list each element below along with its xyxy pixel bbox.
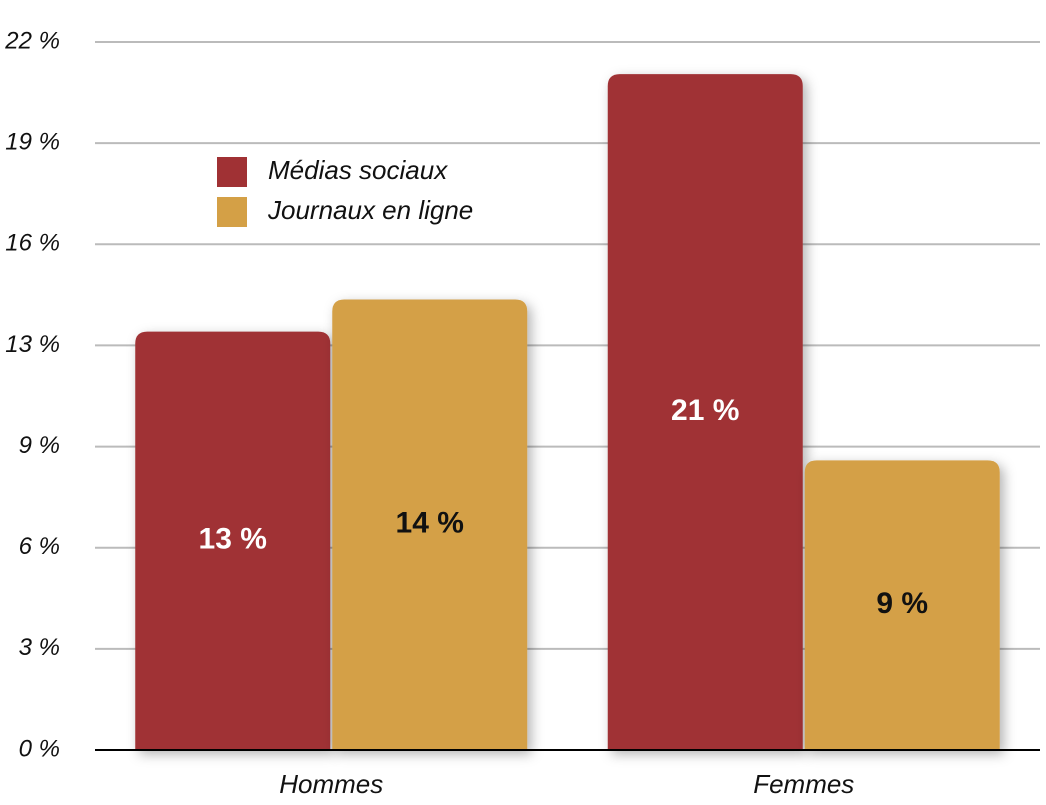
value-label: 13 % [199,523,267,556]
x-tick-label: Femmes [753,769,854,799]
y-tick-label: 13 % [5,331,60,358]
y-tick-label: 3 % [19,634,60,661]
bar [804,460,1000,750]
value-label: 21 % [671,394,739,427]
y-tick-label: 6 % [19,533,60,560]
legend-swatch [217,197,247,227]
x-tick-label: Hommes [279,769,383,799]
legend-label: Médias sociaux [268,155,448,185]
y-tick-label: 16 % [5,230,60,257]
bar [332,299,528,750]
legend-label: Journaux en ligne [267,195,473,225]
y-tick-label: 19 % [5,128,60,155]
legend-swatch [217,157,247,187]
y-tick-label: 22 % [4,27,60,54]
y-tick-label: 0 % [19,735,60,762]
value-label: 14 % [396,507,464,540]
value-label: 9 % [876,587,928,620]
y-tick-label: 9 % [19,432,60,459]
bar [607,74,803,750]
bar [135,331,331,750]
